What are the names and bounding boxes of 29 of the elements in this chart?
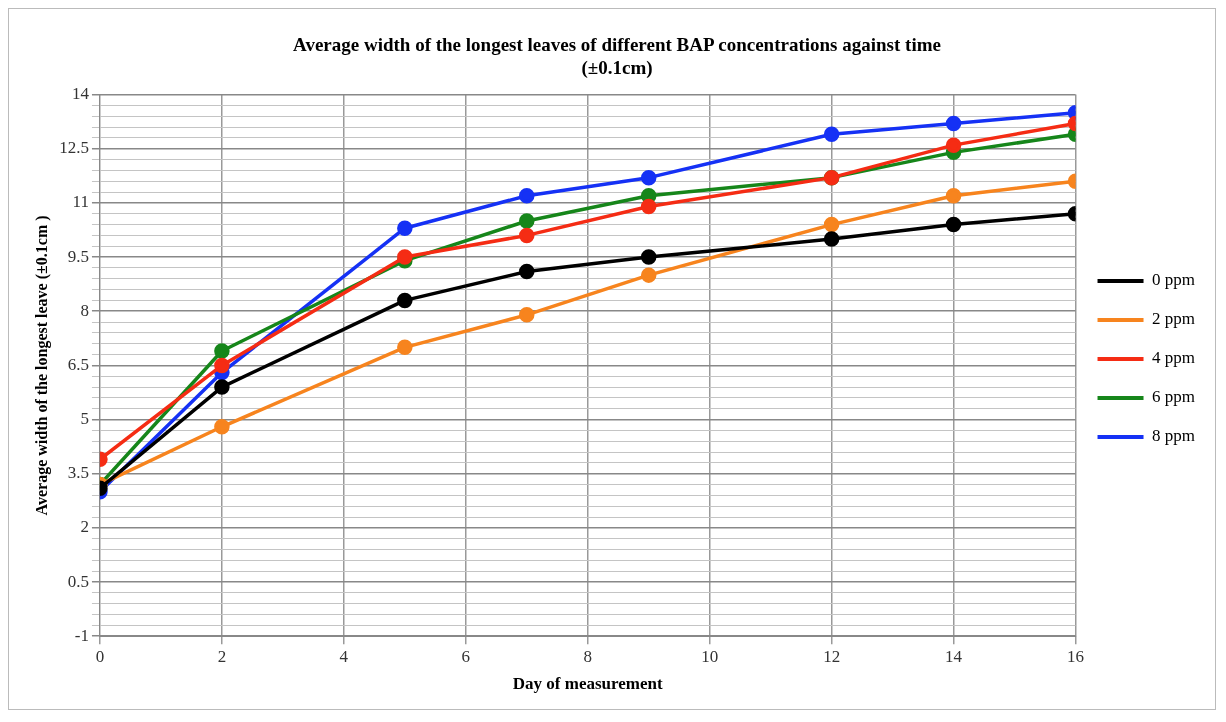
legend-label: 0 ppm (1152, 270, 1196, 290)
x-tick-label: 14 (945, 646, 963, 666)
x-axis-title: Day of measurement (512, 674, 663, 694)
x-tick-label: 16 (1067, 646, 1085, 666)
x-tick-label: 6 (461, 646, 471, 666)
legend-label: 6 ppm (1152, 387, 1196, 407)
x-tick-label: 10 (701, 646, 719, 666)
legend-label: 4 ppm (1152, 348, 1196, 368)
text: (±0.1cm) (581, 57, 653, 79)
y-tick-label: 5 (80, 409, 89, 429)
x-tick-label: 8 (583, 646, 592, 666)
legend-label: 2 ppm (1152, 309, 1196, 329)
x-tick-label: 2 (217, 646, 227, 666)
y-tick-label: 11 (72, 192, 89, 212)
x-tick-label: 0 (95, 646, 105, 666)
y-tick-label: 9.5 (67, 246, 89, 266)
y-tick-label: 0.5 (67, 571, 89, 591)
x-tick-label: 12 (823, 646, 841, 666)
y-axis-title: Average width of the longest leave (±0.1cm ) (32, 215, 51, 516)
y-tick-label: 2 (80, 517, 89, 537)
legend-label: 8 ppm (1152, 426, 1196, 446)
y-tick-label: -1 (74, 625, 89, 645)
y-tick-label: 8 (80, 300, 89, 320)
text: Average width of the longest leaves of different BAP concentrations against time (293, 34, 941, 56)
x-tick-label: 4 (339, 646, 349, 666)
y-tick-label: 14 (71, 84, 90, 104)
y-tick-label: 3.5 (67, 463, 89, 483)
y-tick-label: 12.5 (59, 138, 89, 158)
y-tick-label: 6.5 (67, 354, 89, 374)
